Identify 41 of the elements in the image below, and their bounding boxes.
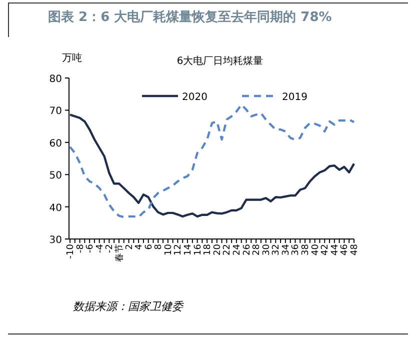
x-tick-label: 16 [193, 244, 204, 256]
y-tick-label: 40 [49, 202, 62, 214]
x-tick-label: 24 [232, 244, 242, 256]
x-tick-label: 2 [124, 244, 135, 250]
x-tick-label: 10 [164, 244, 174, 256]
x-tick-label: 44 [330, 244, 340, 256]
x-tick-label: 6 [144, 244, 154, 250]
x-tick-label: 18 [203, 244, 214, 256]
x-tick-label: -4 [95, 244, 106, 253]
x-tick-label: -6 [86, 244, 96, 253]
x-tick-label: 48 [350, 244, 360, 256]
x-tick-label: 46 [340, 244, 350, 256]
y-tick-label: 50 [49, 170, 62, 182]
x-tick-label: 36 [291, 244, 302, 256]
y-tick-label: 70 [49, 106, 62, 118]
title: 图表 2：6 大电厂耗煤量恢复至去年同期的 78% [48, 10, 332, 25]
y-tick-label: 60 [49, 138, 62, 150]
x-tick-label: 32 [272, 244, 282, 256]
x-tick-label: -2 [105, 244, 116, 253]
x-tick-label: 14 [184, 244, 194, 256]
chart-subtitle: 6大电厂日均耗煤量 [176, 55, 264, 67]
x-tick-label: 40 [310, 244, 321, 256]
source-note: 数据来源：国家卫健委 [73, 300, 185, 313]
x-tick-label: 30 [262, 244, 272, 256]
x-tick-label: 42 [320, 244, 331, 256]
x-tick-label: 26 [242, 244, 252, 256]
y-tick-label: 80 [49, 74, 62, 85]
legend-label: 2019 [282, 92, 308, 103]
x-tick-label: 38 [301, 244, 312, 256]
x-tick-label: 20 [212, 244, 223, 256]
x-tick-label: 4 [134, 244, 145, 250]
x-tick-label: -8 [76, 244, 86, 253]
x-tick-label: 12 [174, 244, 184, 256]
y-axis-title: 万吨 [62, 52, 82, 64]
x-tick-label: 28 [252, 244, 262, 256]
x-tick-label: 8 [154, 244, 164, 250]
x-tick-label: -10 [66, 244, 76, 259]
x-tick-label: 34 [281, 244, 292, 256]
x-tick-label: 22 [222, 244, 233, 256]
x-tick-label: 春节 [114, 244, 125, 262]
legend-label: 2020 [182, 92, 208, 103]
